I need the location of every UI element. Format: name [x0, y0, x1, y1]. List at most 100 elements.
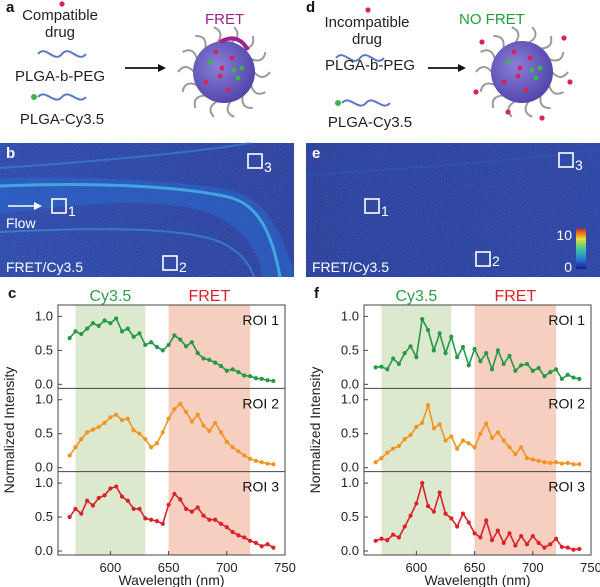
- dye-dot: [537, 65, 543, 71]
- peg-chain: [177, 66, 195, 73]
- data-point: [478, 359, 483, 364]
- released-drug-dot: [567, 79, 573, 85]
- series-label: ROI 1: [242, 312, 279, 328]
- data-point: [79, 437, 84, 442]
- data-point: [73, 445, 78, 450]
- data-point: [207, 517, 212, 522]
- x-tick-label: 600: [406, 560, 428, 575]
- data-point: [565, 372, 570, 377]
- data-point: [408, 513, 413, 518]
- data-point: [149, 517, 154, 522]
- data-point: [96, 495, 101, 501]
- data-point: [96, 323, 101, 329]
- data-point: [143, 516, 148, 521]
- panel-letter-e: e: [312, 145, 320, 162]
- peg-chain: [253, 71, 271, 78]
- data-point: [119, 494, 125, 499]
- peg-chain: [193, 94, 206, 109]
- polymer2-label: PLGA-Cy3.5: [328, 114, 412, 131]
- y-tick-label: 1.0: [35, 475, 53, 490]
- y-tick-label: 0.5: [35, 342, 53, 357]
- drug-dot: [511, 49, 517, 55]
- dye-dot: [231, 67, 237, 73]
- data-point: [402, 350, 407, 356]
- plot-frame: [363, 304, 592, 556]
- data-point: [437, 331, 442, 336]
- data-point: [449, 334, 454, 339]
- roi-2-label: 2: [492, 253, 500, 269]
- data-point: [79, 331, 84, 337]
- data-point: [455, 446, 460, 451]
- data-point: [385, 367, 390, 372]
- data-point: [253, 458, 258, 463]
- data-point: [96, 424, 101, 430]
- data-point: [396, 443, 402, 449]
- data-point: [195, 412, 200, 417]
- series-label: ROI 2: [548, 395, 585, 411]
- peg-chain: [181, 82, 198, 93]
- data-point: [495, 430, 500, 435]
- data-point: [460, 511, 466, 516]
- peg-chain: [475, 66, 493, 73]
- data-point: [67, 514, 72, 520]
- data-point: [425, 403, 431, 408]
- peg-chain: [551, 71, 569, 78]
- data-point: [230, 367, 235, 372]
- data-point: [524, 361, 530, 367]
- data-point: [114, 412, 119, 417]
- cy35-dye-icon: [335, 100, 341, 106]
- data-point: [391, 532, 396, 537]
- data-point: [571, 547, 576, 552]
- data-point: [154, 519, 160, 524]
- no-fret-result-label: NO FRET: [459, 11, 525, 28]
- data-point: [218, 363, 224, 369]
- compatible-drug-label-line2: drug: [45, 24, 75, 41]
- data-point: [149, 445, 154, 450]
- drug-dot: [523, 87, 529, 93]
- data-point: [489, 538, 495, 543]
- data-point: [396, 535, 402, 540]
- data-point: [408, 432, 413, 438]
- data-point: [553, 367, 559, 372]
- drug-dot: [527, 55, 533, 61]
- peg-chain: [528, 26, 537, 44]
- plga-cy35-chain-icon: [341, 99, 391, 107]
- colorbar-min-label: 0: [564, 259, 572, 275]
- y-tick-label: 0.0: [341, 543, 359, 558]
- data-point: [460, 344, 466, 350]
- fret-arc-icon: [219, 36, 250, 52]
- data-point: [271, 378, 276, 384]
- polymer2-label: PLGA-Cy3.5: [20, 111, 104, 128]
- data-point: [195, 505, 200, 510]
- peg-chain: [480, 49, 496, 60]
- released-drug-dot: [561, 35, 567, 41]
- peg-chain: [493, 35, 505, 49]
- data-point: [172, 333, 177, 338]
- data-point: [513, 368, 518, 373]
- data-point: [431, 426, 436, 431]
- y-tick-label: 1.0: [35, 308, 53, 323]
- data-point: [455, 355, 460, 360]
- data-point: [183, 506, 189, 511]
- data-point: [472, 346, 477, 352]
- data-point: [484, 518, 489, 523]
- data-point: [519, 533, 524, 539]
- band-label: Cy3.5: [89, 288, 131, 305]
- data-point: [213, 517, 218, 522]
- incompatible-drug-label-line1: Incompatible: [324, 14, 409, 31]
- x-tick-label: 700: [216, 560, 238, 575]
- data-point: [67, 453, 72, 458]
- data-point: [224, 525, 229, 530]
- panel-d-schematic: d Incompatible drug PLGA-b-PEG PLGA-Cy3.…: [306, 0, 573, 131]
- x-tick-label: 700: [522, 560, 544, 575]
- band-label: Cy3.5: [395, 288, 437, 305]
- panel-f-spectra-chart: f Cy3.5 FRET 0.0 0.5 1.0 ROI 1 0.0 0.5 1.0 ROI 2 0…: [307, 285, 600, 587]
- drug-dot: [217, 73, 223, 79]
- peg-chain: [511, 26, 520, 44]
- roi-1-label: 1: [381, 203, 389, 219]
- data-point: [420, 420, 425, 425]
- plga-core: [491, 41, 553, 103]
- data-point: [385, 450, 390, 455]
- data-point: [379, 456, 384, 461]
- data-point: [548, 542, 553, 547]
